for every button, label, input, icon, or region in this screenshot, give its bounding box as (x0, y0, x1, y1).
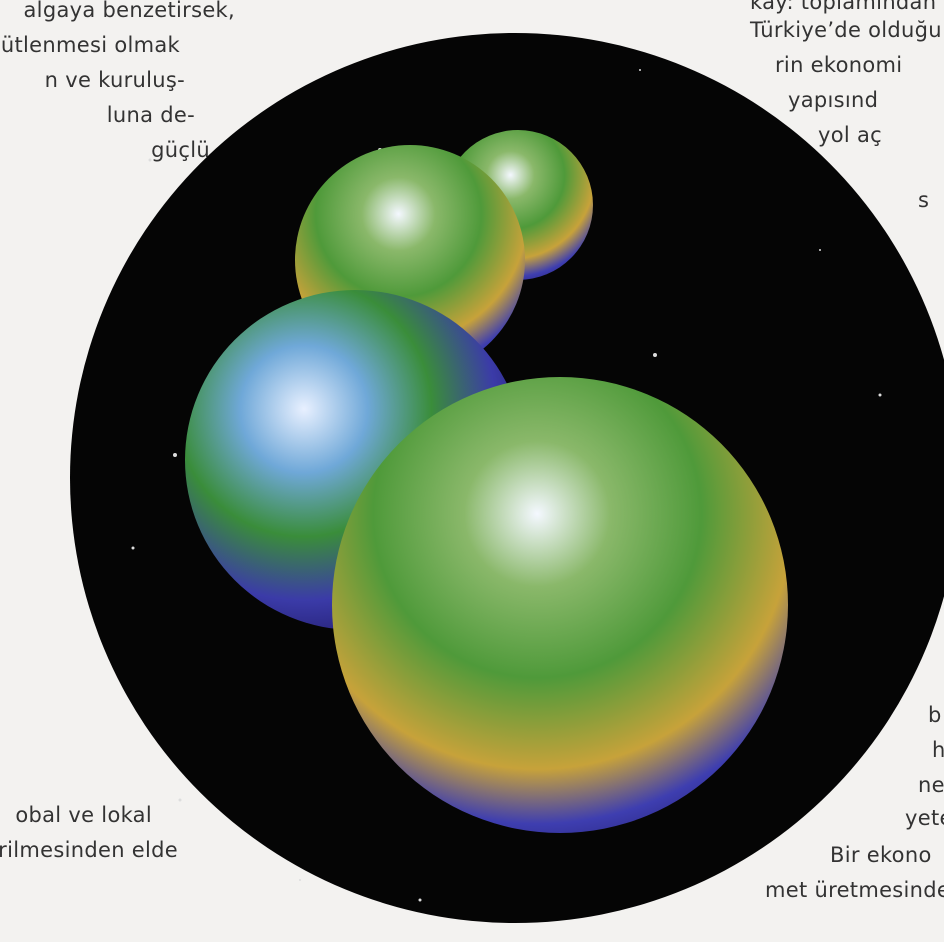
text-line: ne bü (918, 773, 944, 797)
text-line: Bir ekono (830, 843, 932, 867)
text-line: yol aç (818, 123, 883, 147)
text-line: yapısınd (788, 88, 879, 112)
text-line: algaya benzetirsek, (23, 0, 235, 22)
text-line: Türkiye’de olduğu (750, 18, 942, 42)
text-line: rin ekonomi (775, 53, 903, 77)
text-line: n ve kuruluş- (44, 68, 185, 92)
text-line: kay: toplamından (750, 0, 937, 14)
text-line: tirilmesinden elde (0, 838, 178, 862)
text-line: s (918, 188, 930, 212)
text-line: güçlü (151, 138, 210, 162)
text-line: yeteneği (905, 806, 944, 830)
globe (332, 377, 788, 833)
text-line: met üretmesinde t (765, 878, 944, 902)
text-line: ütlenmesi olmak (0, 33, 180, 57)
text-line: obal ve lokal (15, 803, 152, 827)
text-line: b (928, 703, 942, 727)
text-line: har (932, 738, 944, 762)
text-line: luna de- (106, 103, 195, 127)
